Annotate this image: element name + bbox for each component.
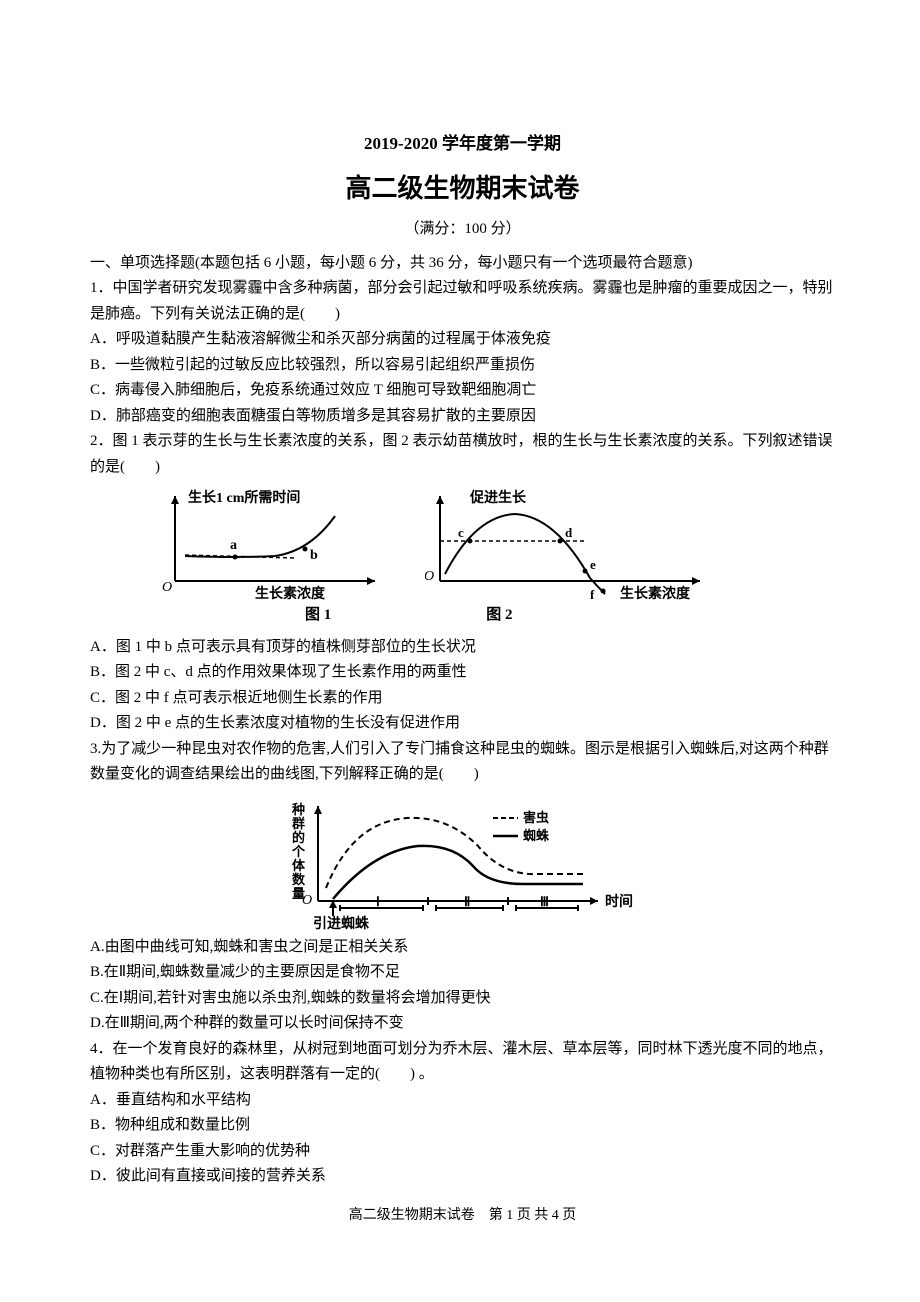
fig2-point-d: d <box>565 525 573 540</box>
q3-xlabel: 时间 <box>605 893 633 910</box>
q4-option-a: A．垂直结构和水平结构 <box>90 1088 835 1114</box>
q1-option-b: B．一些微粒引起的过敏反应比较强烈，所以容易引起组织严重损伤 <box>90 353 835 379</box>
q3-option-a: A.由图中曲线可知,蜘蛛和害虫之间是正相关关系 <box>90 935 835 961</box>
fig1-origin: O <box>162 580 172 595</box>
fig1-point-a: a <box>230 538 237 553</box>
year-line: 2019-2020 学年度第一学期 <box>90 130 835 159</box>
fig2-ylabel: 促进生长 <box>469 489 527 506</box>
q3-legend-pest: 害虫 <box>523 810 549 825</box>
q2-option-a: A．图 1 中 b 点可表示具有顶芽的植株侧芽部位的生长状况 <box>90 635 835 661</box>
q3-chart-wrapper: Ⅰ Ⅱ Ⅲ O 种 群 的 个 体 数 量 时间 害虫 蜘蛛 引进蜘蛛 <box>90 796 835 931</box>
q3-legend-spider: 蜘蛛 <box>523 828 550 843</box>
q3-phase3: Ⅲ <box>540 894 549 909</box>
q2-option-b: B．图 2 中 c、d 点的作用效果体现了生长素作用的两重性 <box>90 660 835 686</box>
fig2-point-e: e <box>590 557 596 572</box>
q4-stem: 4．在一个发育良好的森林里，从树冠到地面可划分为乔木层、灌木层、草本层等，同时林… <box>90 1037 835 1088</box>
q1-option-c: C．病毒侵入肺细胞后，免疫系统通过效应 T 细胞可导致靶细胞凋亡 <box>90 378 835 404</box>
q2-option-d: D．图 2 中 e 点的生长素浓度对植物的生长没有促进作用 <box>90 711 835 737</box>
fig1-ylabel: 生长1 cm所需时间 <box>188 489 300 506</box>
q3-ylabel: 种 群 的 个 体 数 量 <box>291 802 308 901</box>
q2-stem: 2．图 1 表示芽的生长与生长素浓度的关系，图 2 表示幼苗横放时，根的生长与生… <box>90 429 835 480</box>
fig2-point-f: f <box>590 587 595 601</box>
q4-option-b: B．物种组成和数量比例 <box>90 1113 835 1139</box>
q3-phase1: Ⅰ <box>376 894 380 909</box>
q3-stem: 3.为了减少一种昆虫对农作物的危害,人们引入了专门捕食这种昆虫的蜘蛛。图示是根据… <box>90 737 835 788</box>
q3-option-c: C.在Ⅰ期间,若针对害虫施以杀虫剂,蜘蛛的数量将会增加得更快 <box>90 986 835 1012</box>
page-title: 高二级生物期末试卷 <box>90 167 835 211</box>
full-marks: （满分：100 分） <box>90 217 835 243</box>
q3-option-d: D.在Ⅲ期间,两个种群的数量可以长时间保持不变 <box>90 1011 835 1037</box>
q3-option-b: B.在Ⅱ期间,蜘蛛数量减少的主要原因是食物不足 <box>90 960 835 986</box>
fig2-point-c: c <box>458 525 464 540</box>
q1-stem: 1．中国学者研究发现雾霾中含多种病菌，部分会引起过敏和呼吸系统疾病。雾霾也是肿瘤… <box>90 276 835 327</box>
fig2-xlabel: 生长素浓度 <box>620 585 691 601</box>
fig1-xlabel: 生长素浓度 <box>255 585 326 601</box>
fig2-caption: 图 2 <box>486 603 512 629</box>
q3-arrow-label: 引进蜘蛛 <box>313 915 370 931</box>
q4-option-c: C．对群落产生重大影响的优势种 <box>90 1139 835 1165</box>
q3-chart: Ⅰ Ⅱ Ⅲ O 种 群 的 个 体 数 量 时间 害虫 蜘蛛 引进蜘蛛 <box>278 796 648 931</box>
page-footer: 高二级生物期末试卷 第 1 页 共 4 页 <box>90 1204 835 1228</box>
q2-option-c: C．图 2 中 f 点可表示根近地侧生长素的作用 <box>90 686 835 712</box>
fig1-point-b: b <box>310 548 318 563</box>
q2-figure2: c d e f O 促进生长 生长素浓度 <box>425 486 715 601</box>
fig2-origin: O <box>425 569 434 584</box>
q2-figures: a b O 生长1 cm所需时间 生长素浓度 c d e f O 促进生长 生长… <box>160 486 835 601</box>
q2-figure1: a b O 生长1 cm所需时间 生长素浓度 <box>160 486 395 601</box>
section-heading: 一、单项选择题(本题包括 6 小题，每小题 6 分，共 36 分，每小题只有一个… <box>90 251 835 277</box>
q1-option-a: A．呼吸道黏膜产生黏液溶解微尘和杀灭部分病菌的过程属于体液免疫 <box>90 327 835 353</box>
fig1-caption: 图 1 <box>305 603 331 629</box>
q3-phase2: Ⅱ <box>464 894 470 909</box>
q2-figure-captions: 图 1 图 2 <box>305 603 835 629</box>
q1-option-d: D．肺部癌变的细胞表面糖蛋白等物质增多是其容易扩散的主要原因 <box>90 404 835 430</box>
q4-option-d: D．彼此间有直接或间接的营养关系 <box>90 1164 835 1190</box>
